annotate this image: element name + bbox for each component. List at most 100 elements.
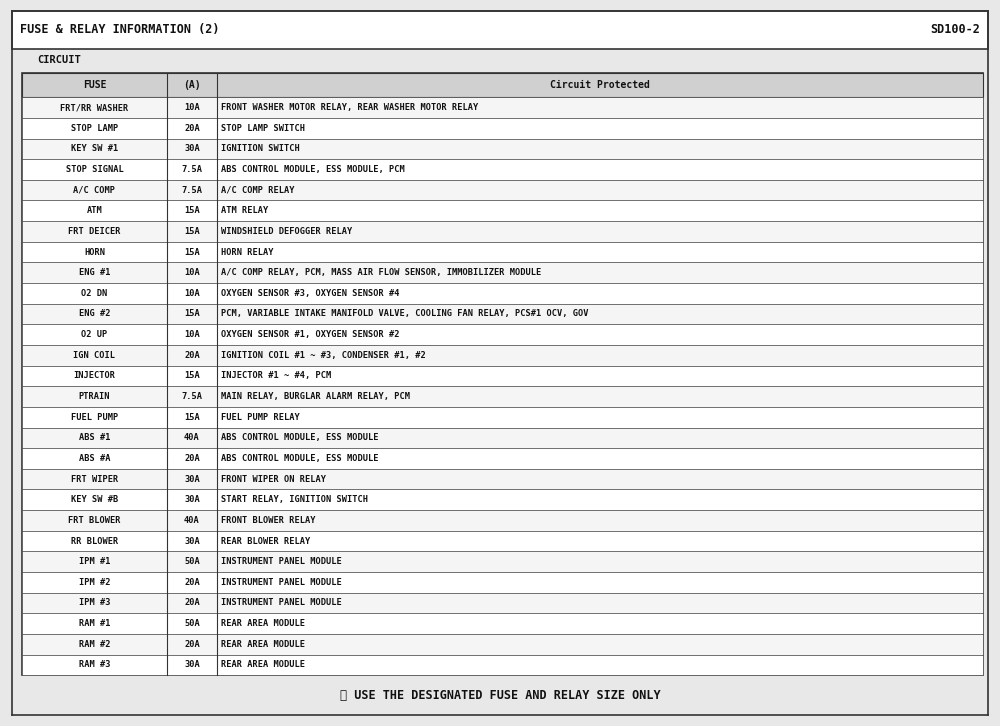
Text: O2 DN: O2 DN	[81, 289, 108, 298]
Text: 15A: 15A	[184, 248, 200, 256]
Text: 40A: 40A	[184, 433, 200, 442]
Text: IPM #2: IPM #2	[79, 578, 110, 587]
Text: FUSE & RELAY INFORMATION (2): FUSE & RELAY INFORMATION (2)	[20, 23, 220, 36]
Text: REAR AREA MODULE: REAR AREA MODULE	[221, 619, 305, 628]
Text: ATM: ATM	[87, 206, 102, 216]
FancyBboxPatch shape	[22, 510, 983, 531]
Text: IPM #1: IPM #1	[79, 557, 110, 566]
FancyBboxPatch shape	[22, 386, 983, 407]
Text: WINDSHIELD DEFOGGER RELAY: WINDSHIELD DEFOGGER RELAY	[221, 227, 352, 236]
Text: CIRCUIT: CIRCUIT	[37, 55, 81, 65]
FancyBboxPatch shape	[22, 428, 983, 448]
Text: FRT BLOWER: FRT BLOWER	[68, 516, 121, 525]
Text: SD100-2: SD100-2	[930, 23, 980, 36]
Text: 10A: 10A	[184, 103, 200, 112]
Text: FRT/RR WASHER: FRT/RR WASHER	[60, 103, 129, 112]
Text: (A): (A)	[183, 81, 201, 90]
Text: FRONT WASHER MOTOR RELAY, REAR WASHER MOTOR RELAY: FRONT WASHER MOTOR RELAY, REAR WASHER MO…	[221, 103, 478, 112]
Text: 30A: 30A	[184, 661, 200, 669]
FancyBboxPatch shape	[22, 325, 983, 345]
FancyBboxPatch shape	[22, 407, 983, 428]
FancyBboxPatch shape	[22, 159, 983, 180]
FancyBboxPatch shape	[22, 366, 983, 386]
Text: 30A: 30A	[184, 495, 200, 505]
Text: IGN COIL: IGN COIL	[73, 351, 115, 360]
Text: 10A: 10A	[184, 289, 200, 298]
Text: ABS CONTROL MODULE, ESS MODULE: ABS CONTROL MODULE, ESS MODULE	[221, 454, 378, 463]
Text: 7.5A: 7.5A	[182, 165, 202, 174]
Text: 15A: 15A	[184, 372, 200, 380]
FancyBboxPatch shape	[22, 242, 983, 262]
Text: KEY SW #1: KEY SW #1	[71, 144, 118, 153]
Text: START RELAY, IGNITION SWITCH: START RELAY, IGNITION SWITCH	[221, 495, 368, 505]
Text: PTRAIN: PTRAIN	[79, 392, 110, 401]
Text: STOP LAMP SWITCH: STOP LAMP SWITCH	[221, 123, 305, 133]
Text: 7.5A: 7.5A	[182, 392, 202, 401]
Text: IGNITION COIL #1 ~ #3, CONDENSER #1, #2: IGNITION COIL #1 ~ #3, CONDENSER #1, #2	[221, 351, 426, 360]
Text: HORN: HORN	[84, 248, 105, 256]
Text: ABS #A: ABS #A	[79, 454, 110, 463]
FancyBboxPatch shape	[22, 592, 983, 613]
Text: 50A: 50A	[184, 619, 200, 628]
Text: REAR BLOWER RELAY: REAR BLOWER RELAY	[221, 537, 310, 545]
Text: RAM #1: RAM #1	[79, 619, 110, 628]
FancyBboxPatch shape	[22, 118, 983, 139]
Text: 20A: 20A	[184, 454, 200, 463]
FancyBboxPatch shape	[22, 572, 983, 592]
Text: 15A: 15A	[184, 412, 200, 422]
Text: 30A: 30A	[184, 537, 200, 545]
Text: A/C COMP: A/C COMP	[73, 186, 115, 195]
Text: ※ USE THE DESIGNATED FUSE AND RELAY SIZE ONLY: ※ USE THE DESIGNATED FUSE AND RELAY SIZE…	[340, 689, 660, 701]
Text: FRONT WIPER ON RELAY: FRONT WIPER ON RELAY	[221, 475, 326, 484]
FancyBboxPatch shape	[22, 634, 983, 655]
Text: RAM #2: RAM #2	[79, 640, 110, 649]
Text: O2 UP: O2 UP	[81, 330, 108, 339]
Text: REAR AREA MODULE: REAR AREA MODULE	[221, 640, 305, 649]
Text: RR BLOWER: RR BLOWER	[71, 537, 118, 545]
Text: FRT DEICER: FRT DEICER	[68, 227, 121, 236]
Text: 40A: 40A	[184, 516, 200, 525]
FancyBboxPatch shape	[22, 345, 983, 366]
Text: STOP LAMP: STOP LAMP	[71, 123, 118, 133]
FancyBboxPatch shape	[22, 139, 983, 159]
Text: INJECTOR: INJECTOR	[73, 372, 115, 380]
Text: INSTRUMENT PANEL MODULE: INSTRUMENT PANEL MODULE	[221, 557, 342, 566]
FancyBboxPatch shape	[22, 655, 983, 675]
Text: Circuit Protected: Circuit Protected	[550, 81, 650, 90]
FancyBboxPatch shape	[22, 531, 983, 551]
FancyBboxPatch shape	[22, 97, 983, 118]
Text: FUSE: FUSE	[83, 81, 106, 90]
Text: 20A: 20A	[184, 598, 200, 608]
FancyBboxPatch shape	[22, 262, 983, 283]
Text: 20A: 20A	[184, 578, 200, 587]
Text: IGNITION SWITCH: IGNITION SWITCH	[221, 144, 300, 153]
Text: STOP SIGNAL: STOP SIGNAL	[66, 165, 123, 174]
Text: INSTRUMENT PANEL MODULE: INSTRUMENT PANEL MODULE	[221, 598, 342, 608]
Text: IPM #3: IPM #3	[79, 598, 110, 608]
Text: RAM #3: RAM #3	[79, 661, 110, 669]
FancyBboxPatch shape	[22, 448, 983, 469]
Text: FUEL PUMP: FUEL PUMP	[71, 412, 118, 422]
Text: ENG #2: ENG #2	[79, 309, 110, 319]
FancyBboxPatch shape	[22, 221, 983, 242]
Text: 30A: 30A	[184, 475, 200, 484]
Text: FRONT BLOWER RELAY: FRONT BLOWER RELAY	[221, 516, 316, 525]
Text: 15A: 15A	[184, 309, 200, 319]
FancyBboxPatch shape	[22, 200, 983, 221]
Text: 20A: 20A	[184, 640, 200, 649]
Text: ENG #1: ENG #1	[79, 268, 110, 277]
FancyBboxPatch shape	[12, 11, 988, 49]
Text: OXYGEN SENSOR #3, OXYGEN SENSOR #4: OXYGEN SENSOR #3, OXYGEN SENSOR #4	[221, 289, 400, 298]
FancyBboxPatch shape	[22, 303, 983, 325]
Text: 10A: 10A	[184, 330, 200, 339]
Text: OXYGEN SENSOR #1, OXYGEN SENSOR #2: OXYGEN SENSOR #1, OXYGEN SENSOR #2	[221, 330, 400, 339]
Text: 20A: 20A	[184, 351, 200, 360]
Text: FUEL PUMP RELAY: FUEL PUMP RELAY	[221, 412, 300, 422]
Text: ABS CONTROL MODULE, ESS MODULE: ABS CONTROL MODULE, ESS MODULE	[221, 433, 378, 442]
Text: ATM RELAY: ATM RELAY	[221, 206, 268, 216]
Text: A/C COMP RELAY, PCM, MASS AIR FLOW SENSOR, IMMOBILIZER MODULE: A/C COMP RELAY, PCM, MASS AIR FLOW SENSO…	[221, 268, 541, 277]
Text: 20A: 20A	[184, 123, 200, 133]
Text: REAR AREA MODULE: REAR AREA MODULE	[221, 661, 305, 669]
Text: 50A: 50A	[184, 557, 200, 566]
Text: 15A: 15A	[184, 206, 200, 216]
